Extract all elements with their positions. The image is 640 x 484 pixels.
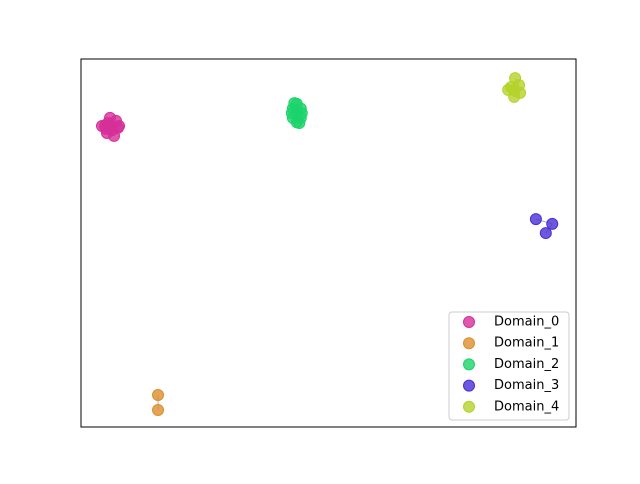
legend-entries: Domain_0 Domain_1 Domain_2 Domain_3 Domain_4 (463, 315, 559, 414)
point (508, 83, 521, 96)
legend-marker (463, 316, 475, 328)
point (152, 403, 165, 416)
point (288, 97, 301, 110)
point (539, 227, 552, 240)
point (529, 213, 542, 226)
point (293, 117, 306, 130)
point (546, 217, 559, 230)
legend-label: Domain_0 (494, 315, 559, 330)
legend-label: Domain_4 (494, 399, 559, 414)
point (113, 119, 126, 132)
points (95, 72, 559, 416)
point (99, 122, 112, 135)
legend-label: Domain_1 (494, 336, 559, 351)
legend-marker (463, 337, 475, 350)
point (285, 107, 298, 120)
legend-label: Domain_2 (494, 357, 559, 372)
point (152, 388, 165, 401)
legend-label: Domain_3 (494, 378, 559, 393)
plot-frame (80, 58, 577, 428)
legend (448, 311, 570, 421)
point (295, 107, 308, 120)
legend-marker (463, 379, 475, 392)
legend-marker (463, 400, 475, 413)
legend-marker (463, 358, 475, 371)
